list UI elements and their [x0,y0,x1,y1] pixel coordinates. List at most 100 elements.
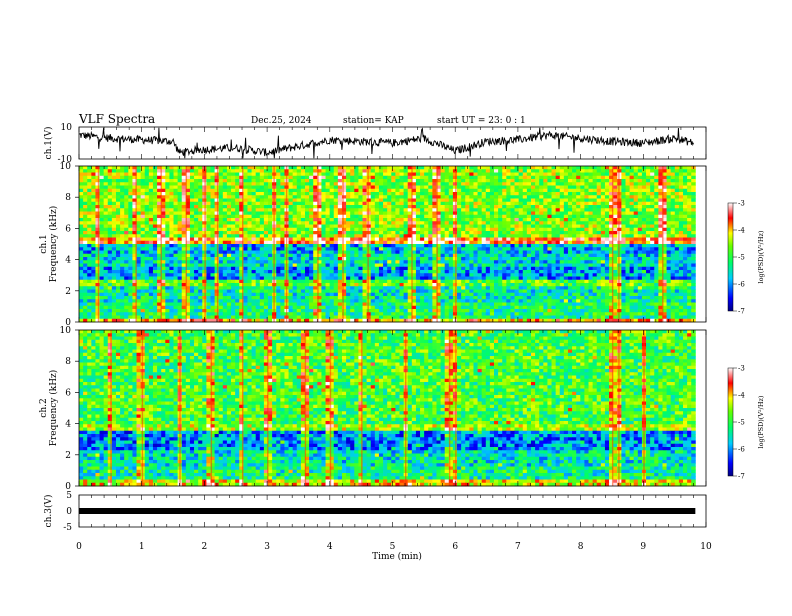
spectrogram-cell [95,208,100,212]
spectrogram-cell [165,241,170,245]
spectrogram-cell [174,225,179,229]
spectrogram-cell [449,251,454,255]
spectrogram-cell [605,257,610,261]
spectrogram-cell [169,218,174,222]
spectrogram-cell [560,264,565,268]
spectrogram-cell [515,215,520,219]
spectrogram-cell [243,234,248,238]
spectrogram-cell [395,212,400,216]
spectrogram-cell [326,179,331,183]
spectrogram-cell [584,192,589,196]
spectrogram-cell [137,244,142,248]
spectrogram-cell [428,192,433,196]
spectrogram-cell [424,176,429,180]
spectrogram-cell [531,205,536,209]
spectrogram-cell [671,215,676,219]
spectrogram-cell [498,182,503,186]
spectrogram-cell [400,234,405,238]
spectrogram-cell [638,238,643,242]
spectrogram-cell [457,173,462,177]
spectrogram-cell [321,205,326,209]
spectrogram-cell [301,176,306,180]
spectrogram-cell [223,260,228,264]
spectrogram-cell [404,260,409,264]
spectrogram-cell [182,260,187,264]
spectrogram-cell [630,221,635,225]
spectrogram-cell [326,212,331,216]
spectrogram-cell [543,260,548,264]
spectrogram-cell [564,231,569,235]
spectrogram-cell [375,267,380,271]
spectrogram-cell [519,166,524,170]
spectrogram-cell [400,186,405,190]
spectrogram-cell [630,234,635,238]
spectrogram-cell [206,215,211,219]
spectrogram-cell [691,267,696,271]
spectrogram-cell [535,179,540,183]
spectrogram-cell [137,221,142,225]
spectrogram-cell [469,166,474,170]
spectrogram-cell [124,251,129,255]
spectrogram-cell [687,264,692,268]
spectrogram-cell [432,202,437,206]
spectrogram-cell [593,208,598,212]
spectrogram-cell [169,270,174,274]
spectrogram-cell [486,189,491,193]
spectrogram-cell [539,244,544,248]
spectrogram-cell [182,212,187,216]
spectrogram-cell [494,254,499,258]
spectrogram-cell [194,215,199,219]
spectrogram-cell [79,241,84,245]
spectrogram-cell [264,189,269,193]
spectrogram-cell [510,254,515,258]
spectrogram-cell [169,244,174,248]
spectrogram-cell [420,186,425,190]
spectrogram-cell [293,166,298,170]
spectrogram-cell [650,202,655,206]
spectrogram-cell [679,251,684,255]
spectrogram-cell [515,173,520,177]
spectrogram-cell [219,192,224,196]
spectrogram-cell [621,208,626,212]
spectrogram-cell [104,173,109,177]
spectrogram-cell [535,169,540,173]
spectrogram-cell [535,260,540,264]
spectrogram-cell [597,205,602,209]
spectrogram-cell [350,228,355,232]
spectrogram-cell [416,260,421,264]
spectrogram-cell [280,166,285,170]
spectrogram-cell [564,241,569,245]
spectrogram-cell [174,189,179,193]
spectrogram-cell [264,231,269,235]
spectrogram-cell [441,182,446,186]
spectrogram-cell [128,221,133,225]
spectrogram-cell [350,221,355,225]
spectrogram-cell [404,176,409,180]
spectrogram-cell [87,182,92,186]
spectrogram-cell [404,264,409,268]
spectrogram-cell [91,215,96,219]
spectrogram-cell [354,195,359,199]
spectrogram-cell [535,251,540,255]
spectrogram-cell [515,169,520,173]
spectrogram-cell [227,238,232,242]
spectrogram-cell [593,231,598,235]
spectrogram-cell [313,238,318,242]
spectrogram-cell [330,208,335,212]
spectrogram-cell [502,202,507,206]
spectrogram-cell [87,169,92,173]
spectrogram-cell [330,173,335,177]
spectrogram-cell [120,173,125,177]
spectrogram-cell [215,215,220,219]
spectrogram-cell [494,231,499,235]
spectrogram-cell [556,195,561,199]
spectrogram-cell [149,212,154,216]
spectrogram-cell [572,215,577,219]
spectrogram-cell [235,244,240,248]
spectrogram-cell [231,257,236,261]
spectrogram-cell [465,241,470,245]
spectrogram-cell [174,234,179,238]
spectrogram-cell [469,257,474,261]
spectrogram-cell [630,199,635,203]
spectrogram-cell [116,182,121,186]
